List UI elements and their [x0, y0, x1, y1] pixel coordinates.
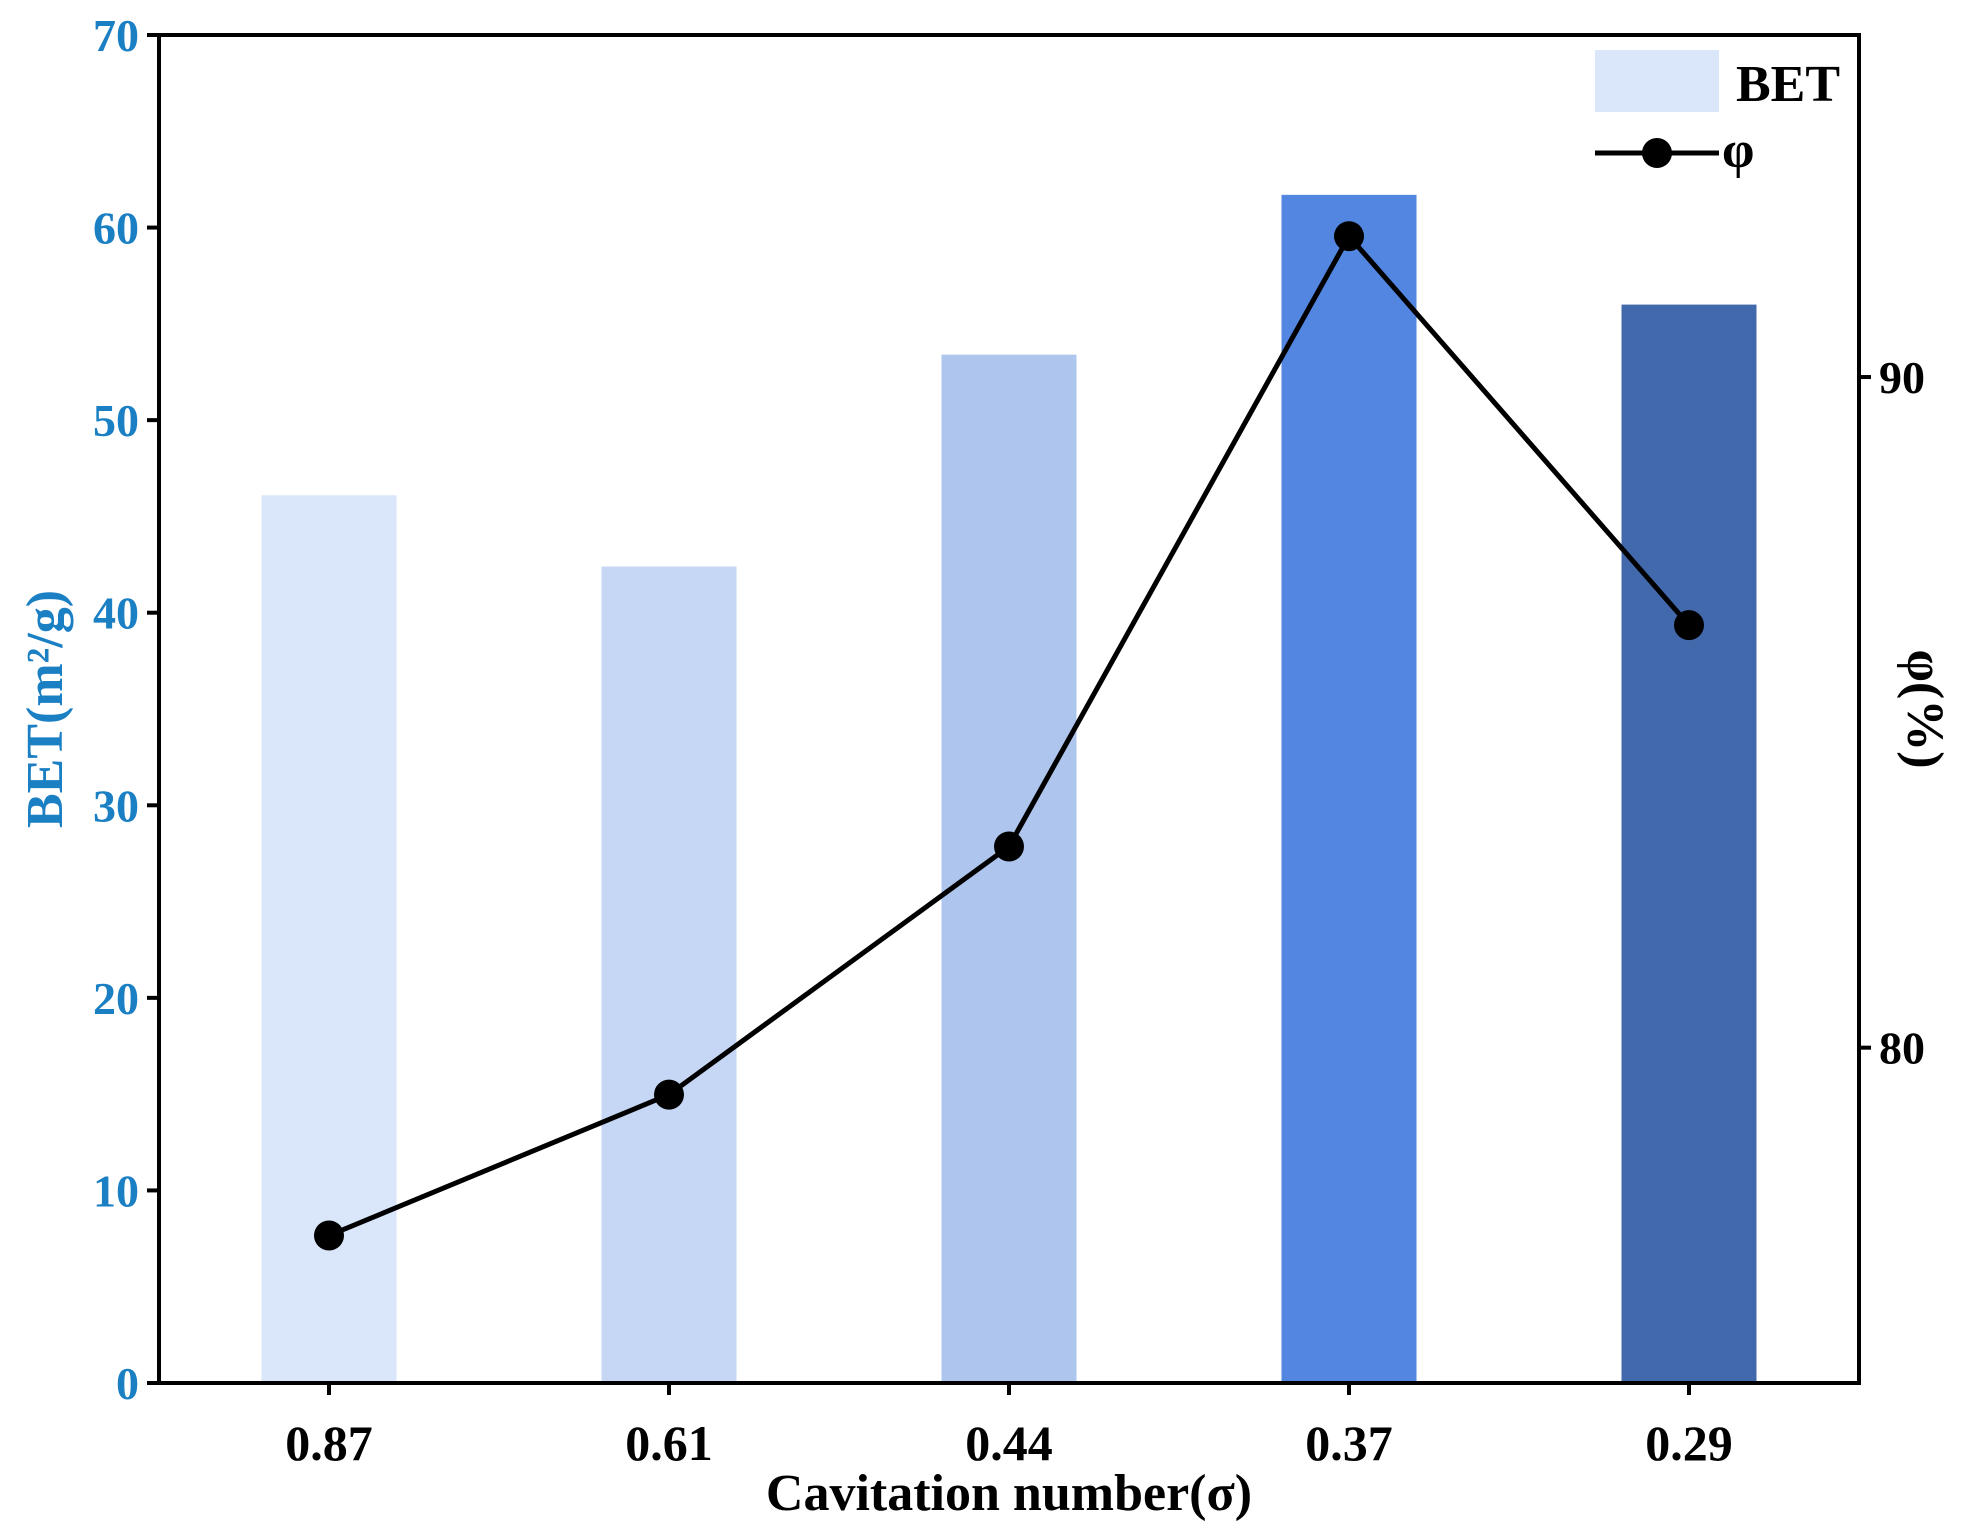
phi-point-0.61: [654, 1079, 684, 1110]
bars-layer: [261, 194, 1757, 1384]
x-tick-label: 0.29: [1645, 1415, 1733, 1471]
right-axis-title: φ(%): [1896, 649, 1953, 768]
bar-0.44: [941, 354, 1077, 1383]
phi-point-0.44: [994, 831, 1024, 862]
right-axis: 80 90: [1859, 352, 1925, 1074]
legend-bet-swatch: [1595, 50, 1719, 112]
left-tick-label: 60: [93, 203, 139, 254]
legend-bet-label: BET: [1736, 56, 1840, 113]
phi-point-0.37: [1334, 221, 1364, 252]
phi-point-0.29: [1674, 610, 1704, 641]
left-tick-label: 20: [93, 973, 139, 1024]
legend: BET φ: [1595, 50, 1840, 179]
phi-points-layer: [314, 221, 1704, 1251]
bar-0.37: [1281, 194, 1417, 1384]
left-tick-label: 30: [93, 780, 139, 831]
left-tick-label: 70: [93, 10, 139, 61]
x-tick-label: 0.44: [965, 1415, 1053, 1471]
x-tick-label: 0.87: [285, 1415, 373, 1471]
left-tick-label: 40: [93, 588, 139, 639]
right-tick-label: 80: [1879, 1023, 1925, 1074]
x-axis-title: Cavitation number(σ): [766, 1465, 1252, 1522]
right-tick-label: 90: [1879, 352, 1925, 403]
left-axis: 0 10 20 30 40 50 60 70: [93, 10, 159, 1409]
bar-0.29: [1621, 304, 1757, 1384]
bar-0.61: [601, 566, 737, 1383]
x-axis: 0.87 0.61 0.44 0.37 0.29: [285, 1383, 1733, 1471]
left-tick-label: 10: [93, 1165, 139, 1216]
legend-phi-label: φ: [1722, 122, 1754, 179]
left-tick-label: 50: [93, 395, 139, 446]
legend-phi-marker: [1642, 138, 1672, 168]
x-tick-label: 0.61: [625, 1415, 713, 1471]
left-tick-label: 0: [116, 1358, 139, 1409]
x-tick-label: 0.37: [1305, 1415, 1393, 1471]
phi-point-0.87: [314, 1220, 344, 1251]
left-axis-title: BET(m²/g): [17, 590, 74, 828]
